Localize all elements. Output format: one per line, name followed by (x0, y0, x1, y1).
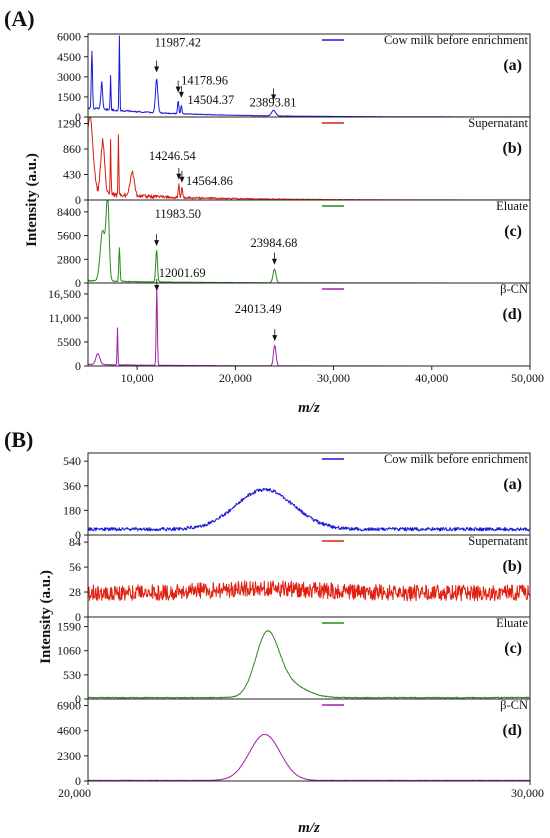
y-tick-label: 2300 (57, 749, 81, 763)
y-tick-label: 530 (63, 668, 81, 682)
peak-label: 23893.81 (250, 95, 297, 109)
peak-label: 11987.42 (155, 36, 201, 50)
legend-label: Cow milk before enrichment (384, 33, 529, 47)
subplot-label: (a) (503, 57, 522, 74)
peak-label: 14246.54 (149, 149, 197, 163)
chart-panel-b: 0 180 360 540 Cow milk before enrichment (a) 0… (38, 452, 544, 836)
x-tick-label: 10,000 (121, 371, 154, 385)
subplot-label: (c) (504, 223, 522, 240)
legend-label: Supernatant (468, 116, 528, 130)
y-tick-label: 6900 (57, 699, 81, 713)
peak-arrow (154, 240, 160, 247)
y-tick-label: 5600 (57, 229, 81, 243)
subplot-frame (87, 534, 531, 618)
y-tick-label: 0 (75, 774, 81, 788)
y-axis-label: Intensity (a.u.) (24, 153, 40, 247)
y-tick-label: 11,000 (48, 311, 81, 325)
subplot-frame (87, 616, 531, 700)
y-tick-label: 1290 (57, 117, 81, 131)
y-tick-label: 4600 (57, 724, 81, 738)
y-tick-label: 0 (75, 276, 81, 290)
peak-arrow (272, 335, 278, 342)
subplot-frame (87, 698, 531, 782)
y-tick-label: 540 (63, 454, 81, 468)
peak-arrow (271, 258, 277, 265)
peak-label: 14178.96 (181, 74, 228, 88)
y-tick-label: 1500 (57, 90, 81, 104)
panel-b-label: (B) (4, 427, 33, 452)
y-tick-label: 0 (75, 193, 81, 207)
x-tick-label: 40,000 (415, 371, 448, 385)
y-tick-label: 84 (69, 535, 81, 549)
legend-label: Eluate (496, 199, 528, 213)
legend-label: β-CN (500, 698, 528, 712)
y-tick-label: 0 (75, 610, 81, 624)
peak-arrow (154, 285, 160, 291)
peak-arrow (175, 86, 181, 93)
panel-a-label: (A) (4, 6, 35, 31)
y-axis-label: Intensity (a.u.) (38, 570, 54, 664)
y-tick-label: 4500 (57, 50, 81, 64)
spectrum-trace (87, 580, 531, 602)
chart-panel-a: 0 1500 3000 4500 6000 Cow milk before enrichm… (24, 30, 544, 416)
peak-arrow (179, 176, 185, 183)
x-tick-label: 30,000 (511, 786, 544, 800)
legend-label: β-CN (500, 282, 528, 296)
y-tick-label: 28 (69, 585, 81, 599)
y-tick-label: 8400 (57, 205, 81, 219)
spectrum-trace (87, 630, 531, 699)
y-tick-label: 56 (69, 560, 81, 574)
subplot-label: (b) (502, 558, 522, 575)
x-tick-label: 50,000 (511, 371, 544, 385)
subplot-label: (c) (504, 640, 522, 657)
peak-arrow (178, 91, 184, 98)
peak-arrow (154, 66, 160, 73)
y-tick-label: 0 (75, 110, 81, 124)
y-tick-label: 2800 (57, 252, 81, 266)
legend-label: Cow milk before enrichment (384, 452, 529, 466)
peak-label: 12001.69 (159, 266, 206, 280)
spectrum-trace (87, 488, 531, 532)
spectrum-trace (87, 734, 531, 782)
peak-label: 14504.37 (187, 93, 234, 107)
peak-label: 23984.68 (250, 236, 297, 250)
subplot-label: (d) (502, 306, 522, 323)
peak-label: 24013.49 (235, 302, 282, 316)
peak-label: 14564.86 (186, 174, 233, 188)
y-tick-label: 430 (63, 168, 81, 182)
y-tick-label: 180 (63, 503, 81, 517)
legend-label: Supernatant (468, 534, 528, 548)
x-tick-label: 30,000 (317, 371, 350, 385)
subplot-label: (d) (502, 722, 522, 739)
y-tick-label: 5500 (57, 335, 81, 349)
legend-label: Eluate (496, 616, 528, 630)
y-tick-label: 0 (75, 692, 81, 706)
y-tick-label: 860 (63, 142, 81, 156)
peak-arrow (271, 94, 277, 101)
x-axis-label: m/z (298, 400, 320, 416)
y-tick-label: 360 (63, 479, 81, 493)
x-tick-label: 20,000 (219, 371, 252, 385)
peak-label: 11983.50 (155, 207, 201, 221)
spectrum-trace (87, 286, 530, 367)
subplot-label: (a) (503, 476, 522, 493)
y-tick-label: 1590 (57, 620, 81, 634)
y-tick-label: 16,500 (48, 287, 81, 301)
subplot-label: (b) (502, 140, 522, 157)
y-tick-label: 3000 (57, 70, 81, 84)
y-tick-label: 1060 (57, 644, 81, 658)
peak-arrow (176, 173, 182, 180)
y-tick-label: 0 (75, 528, 81, 542)
subplot-frame (87, 282, 531, 367)
x-tick-label: 20,000 (58, 786, 91, 800)
y-tick-label: 0 (75, 359, 81, 373)
y-tick-label: 6000 (57, 30, 81, 44)
x-axis-label: m/z (298, 820, 320, 836)
